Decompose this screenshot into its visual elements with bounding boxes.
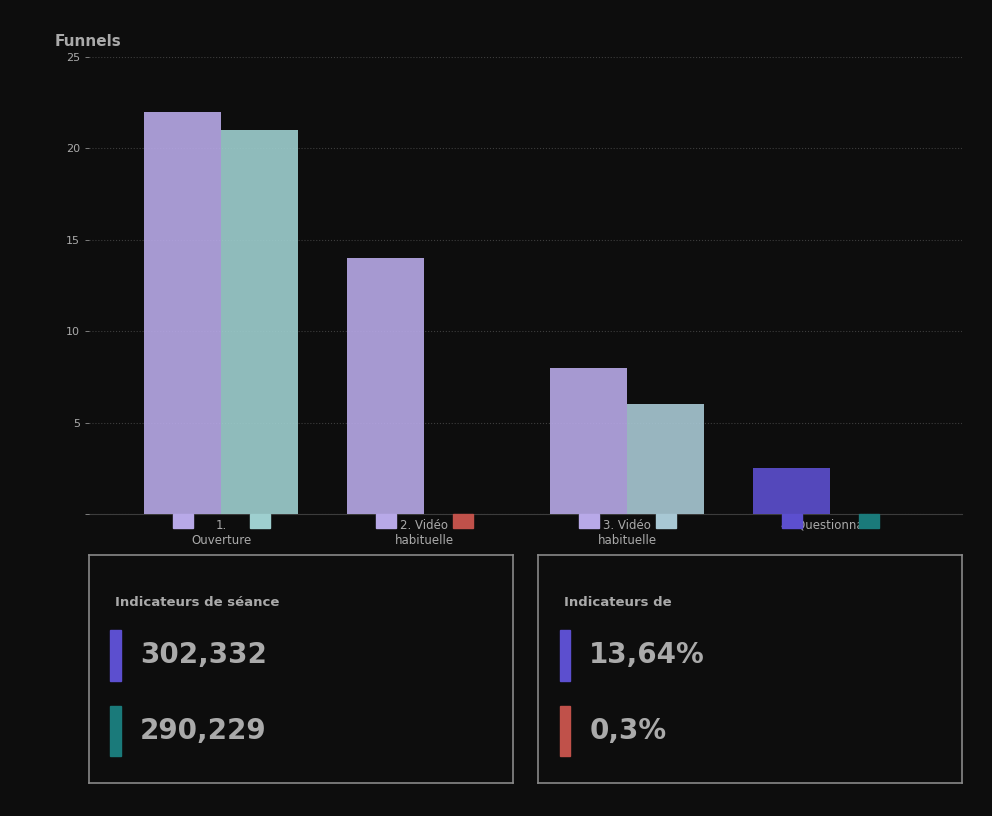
Bar — [110, 630, 121, 681]
Text: 0,3%: 0,3% — [589, 716, 667, 745]
Bar — [656, 514, 676, 529]
Text: Indicateurs de: Indicateurs de — [563, 596, 672, 609]
Bar — [347, 258, 425, 514]
Bar — [376, 514, 396, 529]
Text: 302,332: 302,332 — [140, 641, 267, 669]
Bar — [173, 514, 192, 529]
Bar — [144, 112, 221, 514]
Text: Funnels: Funnels — [55, 34, 121, 49]
Bar — [551, 368, 627, 514]
Bar — [859, 514, 879, 529]
Bar — [452, 514, 473, 529]
Bar — [578, 514, 599, 529]
Bar — [559, 706, 570, 756]
Text: 13,64%: 13,64% — [589, 641, 705, 669]
Text: 290,229: 290,229 — [140, 716, 267, 745]
Bar — [559, 630, 570, 681]
Bar — [250, 514, 270, 529]
Text: Indicateurs de séance: Indicateurs de séance — [115, 596, 279, 609]
Bar — [110, 706, 121, 756]
Bar — [753, 468, 830, 514]
Bar — [221, 131, 299, 514]
Bar — [627, 404, 704, 514]
Bar — [782, 514, 802, 529]
